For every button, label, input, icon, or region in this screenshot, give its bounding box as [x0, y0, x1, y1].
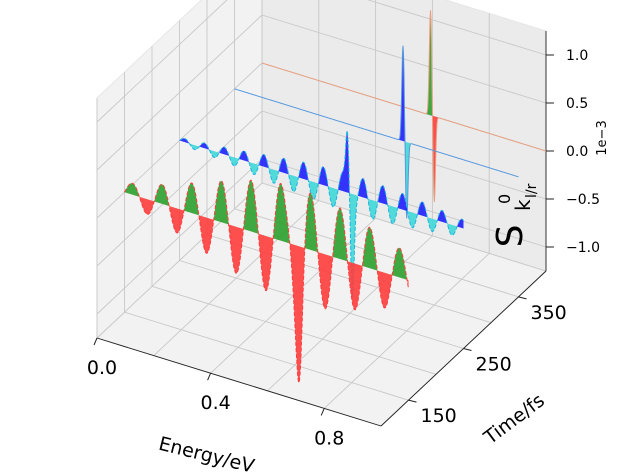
x-tick-mark [207, 373, 212, 381]
series-line [179, 130, 464, 300]
positive-fill [179, 130, 464, 229]
x-axis-label: Energy/eV [156, 433, 256, 473]
y-tick-label: 350 [531, 302, 567, 324]
x-tick-label: 0.8 [314, 427, 344, 449]
y-tick-label: 150 [421, 405, 457, 427]
z-label-sub2: l/r [524, 183, 540, 198]
axis-ticks: 0.0 0.4 0.8 150 250 350 1.0 0.5 0.0 −0.5 −1.0 [87, 48, 600, 449]
x-tick-label: 0.4 [200, 392, 230, 414]
grid-z-left [96, 158, 263, 315]
z-label-sub: k [511, 199, 535, 211]
negative-fill [124, 192, 409, 383]
grid-z-left [96, 14, 263, 171]
z-axis-label: S k l/r 0 [490, 183, 540, 247]
y-tick-mark [463, 348, 472, 351]
grid-z-left [96, 110, 263, 267]
z-scale-label: 1e−3 [595, 120, 610, 155]
positive-fill [124, 180, 409, 281]
series-line [124, 179, 409, 384]
grid-z-back [366, 0, 547, 56]
y-tick-label: 250 [476, 354, 512, 376]
z-label-sup: 0 [495, 194, 514, 204]
x-axis-line [96, 337, 382, 427]
grid-z-back [261, 110, 547, 200]
z-tick-label: −0.5 [566, 192, 600, 208]
x-tick-mark [93, 337, 98, 346]
z-tick-label: −1.0 [566, 240, 600, 256]
grid-y-floor [124, 311, 409, 401]
x-tick-mark [320, 408, 325, 416]
grid-z-left [96, 0, 228, 123]
series-line [234, 45, 519, 219]
data-marks [124, 10, 547, 384]
series-t=250fs [179, 130, 464, 300]
grid-y-floor [179, 260, 464, 349]
z-tick-label: 0.5 [566, 96, 588, 112]
series-t=350fs [234, 45, 519, 219]
grid-y-floor [151, 285, 437, 375]
y-axis-label: Time/fs [479, 390, 549, 450]
z-tick-label: 0.0 [566, 144, 588, 160]
y-tick-mark [408, 399, 417, 403]
z-tick-label: 1.0 [566, 48, 588, 64]
z-label-main: S [490, 225, 531, 248]
y-tick-mark [518, 296, 527, 300]
x-tick-label: 0.0 [87, 357, 117, 379]
series-t=150fs [124, 179, 409, 384]
